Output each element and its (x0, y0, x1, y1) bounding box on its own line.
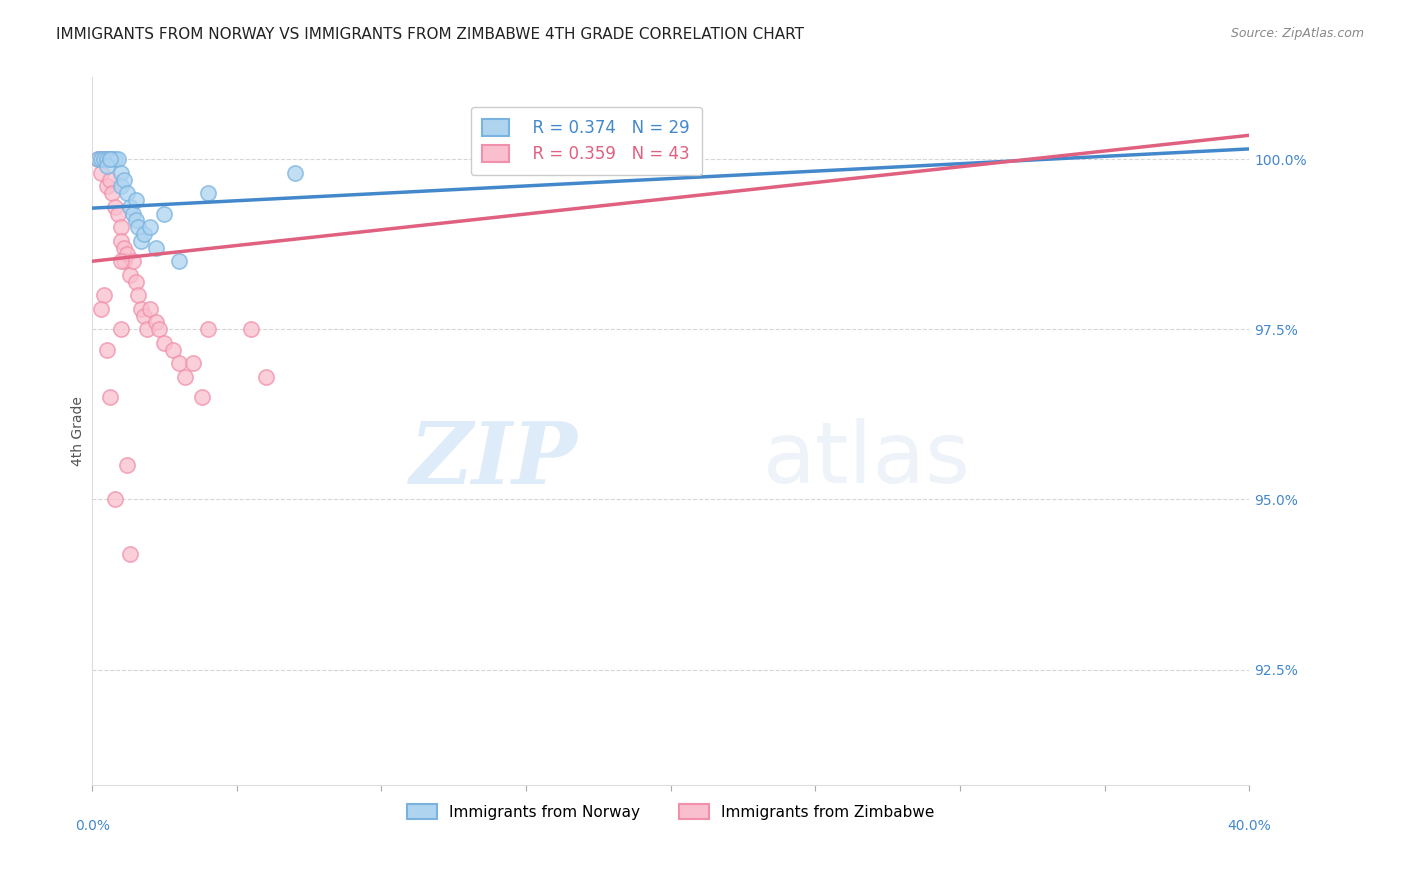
Point (121, 254, 143, 268)
Point (115, 247, 138, 261)
Point (90, 152, 112, 166)
Point (98, 152, 121, 166)
Point (90, 152, 112, 166)
Point (107, 206, 129, 220)
Point (101, 186, 124, 201)
Point (127, 288, 149, 302)
Point (110, 234, 132, 248)
Point (90, 166, 112, 180)
Point (134, 309, 156, 323)
Point (93, 152, 115, 166)
Point (96, 152, 118, 166)
Point (110, 254, 132, 268)
Point (118, 200, 141, 214)
Point (139, 220, 162, 235)
Point (96, 159, 118, 173)
Point (124, 193, 146, 207)
Point (127, 220, 149, 235)
Point (254, 370, 277, 384)
Point (659, 152, 682, 166)
Point (96, 152, 118, 166)
Point (145, 241, 167, 255)
Point (197, 186, 219, 201)
Point (131, 301, 153, 316)
Point (110, 220, 132, 235)
Point (131, 234, 153, 248)
Point (112, 254, 135, 268)
Point (98, 390, 121, 404)
Point (98, 172, 121, 186)
Point (145, 316, 167, 330)
Point (98, 152, 121, 166)
Point (515, 152, 537, 166)
Point (107, 152, 129, 166)
Point (112, 172, 135, 186)
Point (90, 301, 112, 316)
Point (104, 152, 127, 166)
Point (118, 547, 141, 561)
Point (173, 370, 195, 384)
Point (101, 152, 124, 166)
Point (136, 322, 159, 336)
Point (153, 335, 176, 350)
Point (104, 200, 127, 214)
Point (115, 186, 138, 201)
Point (118, 268, 141, 282)
Point (139, 301, 162, 316)
Point (96, 343, 118, 357)
Y-axis label: 4th Grade: 4th Grade (72, 396, 86, 467)
Point (167, 254, 190, 268)
Text: 0.0%: 0.0% (75, 820, 110, 833)
Point (240, 322, 263, 336)
Point (191, 390, 214, 404)
Point (148, 322, 170, 336)
Text: Source: ZipAtlas.com: Source: ZipAtlas.com (1230, 27, 1364, 40)
Point (197, 322, 219, 336)
Point (183, 356, 205, 370)
Point (110, 166, 132, 180)
Point (96, 179, 118, 194)
Point (162, 343, 184, 357)
Point (110, 322, 132, 336)
Point (124, 213, 146, 227)
Text: IMMIGRANTS FROM NORWAY VS IMMIGRANTS FROM ZIMBABWE 4TH GRADE CORRELATION CHART: IMMIGRANTS FROM NORWAY VS IMMIGRANTS FRO… (56, 27, 804, 42)
Text: 40.0%: 40.0% (1227, 820, 1271, 833)
Point (121, 206, 143, 220)
Point (87, 152, 110, 166)
Point (104, 492, 127, 507)
Point (110, 179, 132, 194)
Point (167, 356, 190, 370)
Point (284, 166, 307, 180)
Point (134, 227, 156, 241)
Text: ZIP: ZIP (411, 418, 578, 501)
Point (115, 458, 138, 473)
Point (124, 275, 146, 289)
Point (112, 241, 135, 255)
Text: atlas: atlas (763, 418, 972, 501)
Point (93, 152, 115, 166)
Point (153, 206, 176, 220)
Legend: Immigrants from Norway, Immigrants from Zimbabwe: Immigrants from Norway, Immigrants from … (399, 796, 942, 827)
Point (93, 288, 115, 302)
Point (87, 152, 110, 166)
